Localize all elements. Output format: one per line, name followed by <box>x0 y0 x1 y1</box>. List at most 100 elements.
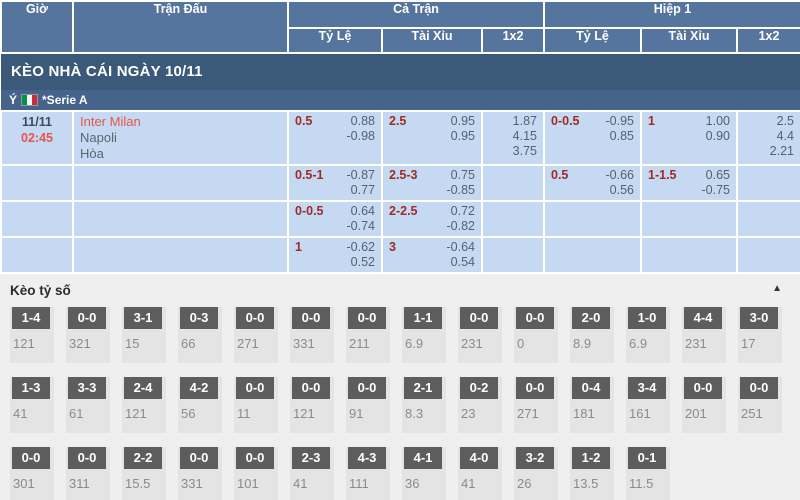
score-odds-value: 331 <box>181 476 203 491</box>
odds-cell-h1-1x2[interactable]: 2.5 4.4 2.21 <box>736 110 800 166</box>
score-odds-value: 121 <box>293 406 315 421</box>
score-odds-cell[interactable]: 0-0 201 <box>682 377 726 433</box>
score-label: 0-0 <box>236 307 274 329</box>
column-header-h1-overunder: Tài Xỉu <box>640 27 738 54</box>
score-odds-value: 271 <box>517 406 539 421</box>
score-odds-cell[interactable]: 1-3 41 <box>10 377 54 433</box>
score-odds-cell[interactable]: 0-0 231 <box>458 307 502 363</box>
score-odds-cell[interactable]: 3-1 15 <box>122 307 166 363</box>
score-odds-cell[interactable]: 2-2 15.5 <box>122 447 166 500</box>
odds-cell-ft-1x2 <box>481 164 545 202</box>
home-team[interactable]: Inter Milan <box>80 114 141 129</box>
score-odds-value: 121 <box>13 336 35 351</box>
score-odds-value: 231 <box>685 336 707 351</box>
score-odds-cell[interactable]: 0-0 271 <box>234 307 278 363</box>
score-odds-cell[interactable]: 3-3 61 <box>66 377 110 433</box>
odds-cell-h1-handicap <box>543 236 642 274</box>
score-odds-cell[interactable]: 2-0 8.9 <box>570 307 614 363</box>
score-label: 0-0 <box>292 377 330 399</box>
overunder-line: 2-2.5 <box>389 204 418 218</box>
odds-cell-ft-overunder[interactable]: 2.5-3 0.75 -0.85 <box>381 164 483 202</box>
odds-cell-h1-handicap[interactable]: 0-0.5 -0.95 0.85 <box>543 110 642 166</box>
odds-cell-ft-overunder[interactable]: 2-2.5 0.72 -0.82 <box>381 200 483 238</box>
score-label: 0-0 <box>348 307 386 329</box>
score-odds-cell[interactable]: 4-3 111 <box>346 447 390 500</box>
chevron-up-icon[interactable]: ▲ <box>772 283 782 294</box>
match-teams-cell[interactable]: Inter Milan Napoli Hòa <box>72 110 289 166</box>
score-odds-cell[interactable]: 2-1 8.3 <box>402 377 446 433</box>
score-odds-value: 301 <box>13 476 35 491</box>
score-label: 3-3 <box>68 377 106 399</box>
odds-cell-ft-overunder[interactable]: 3 -0.64 0.54 <box>381 236 483 274</box>
score-odds-cell[interactable]: 0-0 321 <box>66 307 110 363</box>
score-label: 1-1 <box>404 307 442 329</box>
empty-cell <box>72 164 289 202</box>
score-odds-cell[interactable]: 0-0 121 <box>290 377 334 433</box>
score-odds-cell[interactable]: 1-1 6.9 <box>402 307 446 363</box>
score-odds-cell[interactable]: 0-0 0 <box>514 307 558 363</box>
score-odds-cell[interactable]: 0-0 101 <box>234 447 278 500</box>
score-odds-cell[interactable]: 3-2 26 <box>514 447 558 500</box>
score-odds-cell[interactable]: 0-0 311 <box>66 447 110 500</box>
match-kickoff-time: 02:45 <box>21 131 53 145</box>
score-odds-cell[interactable]: 1-4 121 <box>10 307 54 363</box>
score-odds-value: 211 <box>349 336 370 351</box>
score-odds-value: 15.5 <box>125 476 151 491</box>
score-odds-cell[interactable]: 4-1 36 <box>402 447 446 500</box>
column-header-match: Trận Đấu <box>72 0 289 54</box>
score-odds-value: 13.5 <box>573 476 599 491</box>
score-odds-value: 0 <box>517 336 525 351</box>
score-odds-cell[interactable]: 4-0 41 <box>458 447 502 500</box>
overunder-line: 1-1.5 <box>648 168 677 182</box>
score-label: 0-0 <box>68 307 106 329</box>
score-odds-cell[interactable]: 0-0 331 <box>290 307 334 363</box>
overunder-line: 2.5 <box>389 114 407 128</box>
score-odds-value: 61 <box>69 406 84 421</box>
score-label: 2-4 <box>124 377 162 399</box>
odds-cell-h1-handicap[interactable]: 0.5 -0.66 0.56 <box>543 164 642 202</box>
odds-cell-ft-overunder[interactable]: 2.5 0.95 0.95 <box>381 110 483 166</box>
score-odds-cell[interactable]: 2-4 121 <box>122 377 166 433</box>
score-odds-cell[interactable]: 4-2 56 <box>178 377 222 433</box>
column-header-ft-1x2: 1x2 <box>481 27 545 54</box>
score-label: 3-0 <box>740 307 778 329</box>
score-odds-cell[interactable]: 0-1 11.5 <box>626 447 670 500</box>
score-odds-value: 121 <box>125 406 147 421</box>
score-odds-value: 41 <box>461 476 476 491</box>
score-odds-cell[interactable]: 0-0 91 <box>346 377 390 433</box>
score-odds-value: 321 <box>69 336 91 351</box>
score-odds-cell[interactable]: 1-0 6.9 <box>626 307 670 363</box>
odds-cell-ft-handicap[interactable]: 0.5 0.88 -0.98 <box>287 110 383 166</box>
league-row[interactable]: Ý *Serie A <box>1 90 800 110</box>
score-odds-cell[interactable]: 0-0 331 <box>178 447 222 500</box>
odds-cell-h1-overunder[interactable]: 1-1.5 0.65 -0.75 <box>640 164 738 202</box>
score-label: 0-0 <box>12 447 50 469</box>
odds-cell-h1-overunder[interactable]: 1 1.00 0.90 <box>640 110 738 166</box>
score-odds-cell[interactable]: 3-4 161 <box>626 377 670 433</box>
correct-score-title: Kèo tỷ số <box>10 283 71 298</box>
score-odds-cell[interactable]: 0-4 181 <box>570 377 614 433</box>
score-odds-cell[interactable]: 0-2 23 <box>458 377 502 433</box>
odds-cell-ft-handicap[interactable]: 1 -0.62 0.52 <box>287 236 383 274</box>
score-odds-cell[interactable]: 1-2 13.5 <box>570 447 614 500</box>
odds-cell-ft-1x2[interactable]: 1.87 4.15 3.75 <box>481 110 545 166</box>
overunder-line: 3 <box>389 240 396 254</box>
score-label: 0-2 <box>460 377 498 399</box>
score-odds-cell[interactable]: 3-0 17 <box>738 307 782 363</box>
score-odds-cell[interactable]: 2-3 41 <box>290 447 334 500</box>
score-odds-cell[interactable]: 0-0 211 <box>346 307 390 363</box>
odds-cell-ft-handicap[interactable]: 0.5-1 -0.87 0.77 <box>287 164 383 202</box>
league-name: *Serie A <box>42 93 88 107</box>
away-team[interactable]: Napoli <box>80 130 117 145</box>
match-time-cell: 11/11 02:45 <box>0 110 74 166</box>
score-label: 0-0 <box>348 377 386 399</box>
score-odds-value: 8.3 <box>405 406 424 421</box>
score-odds-cell[interactable]: 0-0 11 <box>234 377 278 433</box>
score-odds-cell[interactable]: 0-3 66 <box>178 307 222 363</box>
score-odds-cell[interactable]: 0-0 301 <box>10 447 54 500</box>
score-odds-cell[interactable]: 0-0 271 <box>514 377 558 433</box>
odds-cell-h1-overunder <box>640 200 738 238</box>
score-odds-cell[interactable]: 0-0 251 <box>738 377 782 433</box>
odds-cell-ft-handicap[interactable]: 0-0.5 0.64 -0.74 <box>287 200 383 238</box>
score-odds-cell[interactable]: 4-4 231 <box>682 307 726 363</box>
